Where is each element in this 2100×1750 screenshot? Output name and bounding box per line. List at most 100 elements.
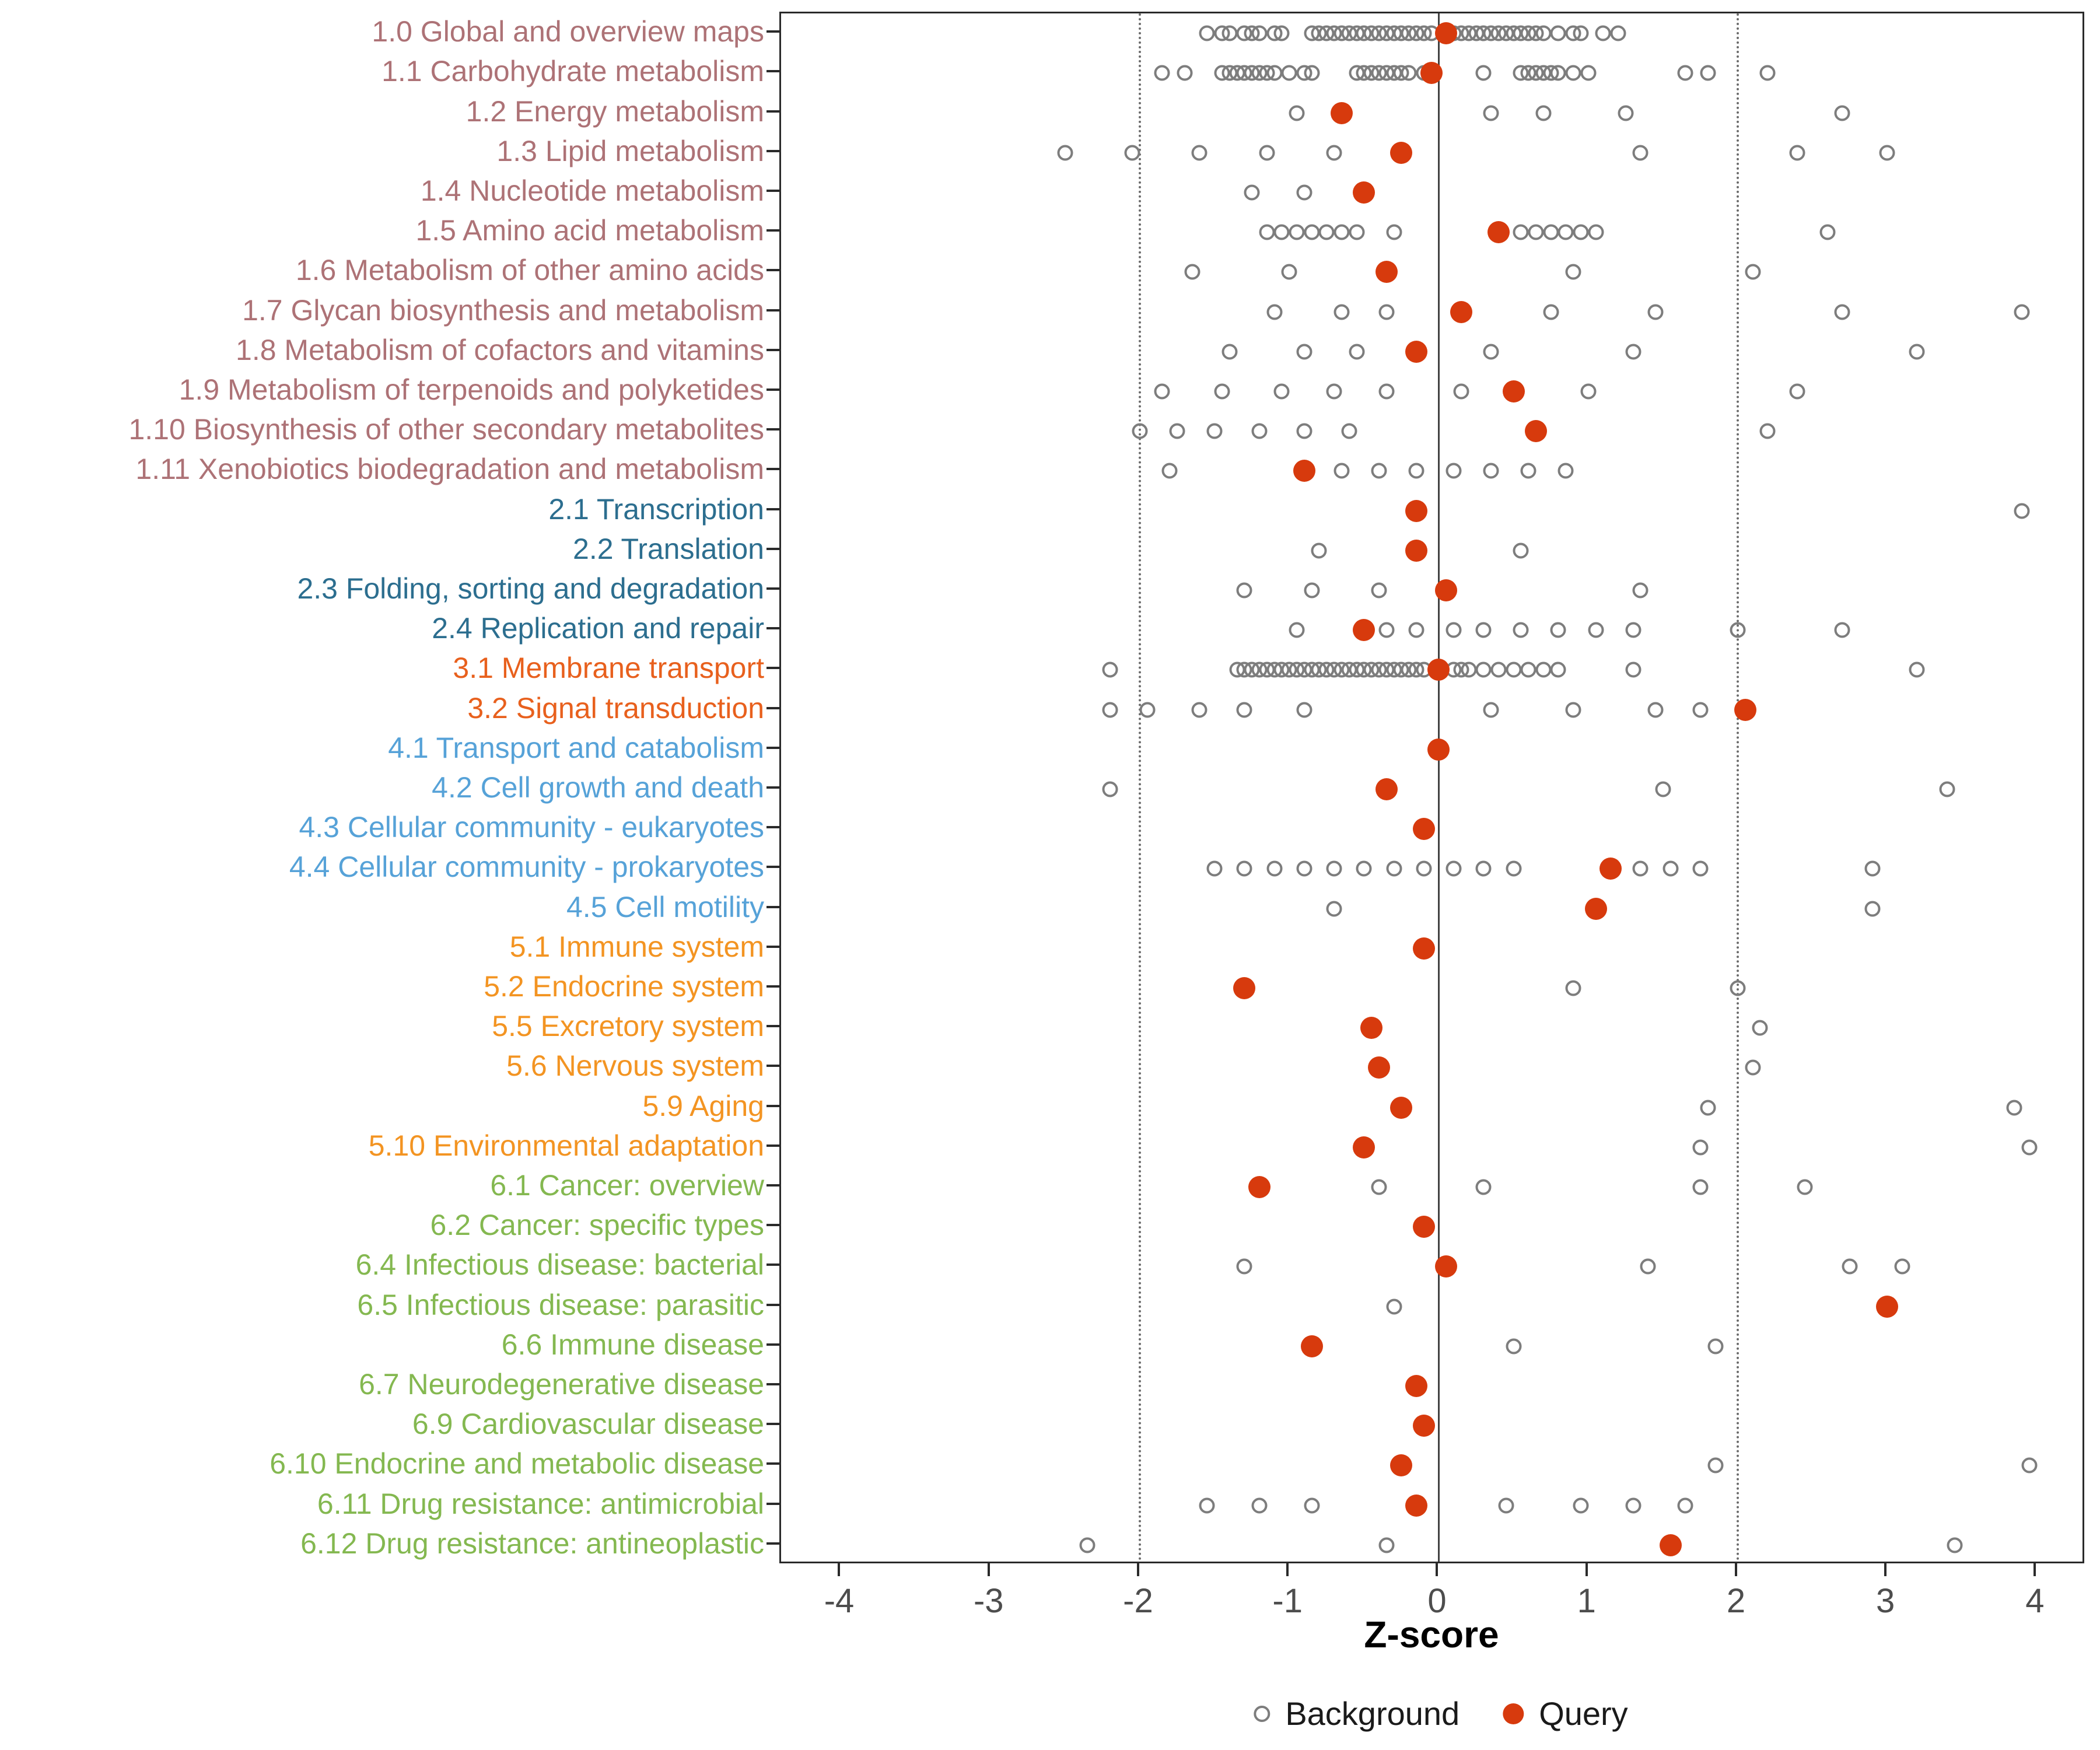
query-point	[1248, 1176, 1270, 1199]
query-point	[1435, 22, 1458, 45]
category-label: 1.0 Global and overview maps	[372, 15, 764, 48]
y-axis-tick	[766, 1423, 779, 1426]
query-point	[1390, 1096, 1413, 1119]
background-point	[1199, 25, 1215, 41]
background-point	[1349, 344, 1365, 360]
y-axis-tick	[766, 1502, 779, 1505]
reference-line-dotted	[1138, 13, 1141, 1562]
background-point	[1618, 105, 1634, 121]
query-point	[1435, 579, 1458, 601]
y-axis-tick	[766, 1462, 779, 1465]
y-axis-tick	[766, 706, 779, 709]
query-point	[1435, 1255, 1458, 1278]
background-point	[1244, 184, 1260, 201]
x-axis-tick-label: -3	[973, 1582, 1004, 1620]
background-point	[1378, 622, 1395, 638]
background-point	[1543, 224, 1559, 240]
background-point	[1139, 702, 1156, 718]
category-label: 1.10 Biosynthesis of other secondary met…	[128, 413, 764, 446]
background-point	[1909, 662, 1925, 678]
x-axis-tick-label: 1	[1577, 1582, 1596, 1620]
y-axis-tick	[766, 110, 779, 113]
background-point	[1259, 224, 1275, 240]
background-point	[1580, 383, 1597, 400]
query-point	[1300, 1335, 1323, 1357]
background-point	[1236, 702, 1252, 718]
background-point	[1625, 344, 1642, 360]
category-label: 1.1 Carbohydrate metabolism	[382, 55, 764, 88]
x-axis-tick-label: -1	[1272, 1582, 1303, 1620]
background-point	[1610, 25, 1626, 41]
y-axis-tick	[766, 269, 779, 272]
query-point	[1390, 141, 1413, 164]
background-point	[1371, 582, 1387, 598]
background-point	[1759, 423, 1776, 439]
background-point	[1535, 662, 1552, 678]
query-point	[1427, 738, 1450, 761]
background-point	[2021, 1457, 2038, 1474]
query-point	[1405, 1375, 1428, 1398]
category-label: 1.5 Amino acid metabolism	[415, 214, 764, 247]
background-point	[1177, 65, 1193, 81]
x-axis-tick	[1436, 1563, 1438, 1576]
background-point	[1281, 264, 1297, 280]
background-point	[1759, 65, 1776, 81]
query-point	[1405, 340, 1428, 363]
background-point	[1632, 582, 1648, 598]
background-point	[1879, 145, 1895, 161]
background-point	[1730, 622, 1746, 638]
x-axis-tick	[1884, 1563, 1887, 1576]
background-point	[1378, 1537, 1395, 1553]
query-point	[1233, 977, 1256, 1000]
x-axis-tick-label: 4	[2025, 1582, 2045, 1620]
background-point	[1296, 860, 1312, 877]
background-point	[1289, 105, 1305, 121]
y-axis-tick	[766, 826, 779, 829]
category-label: 5.6 Nervous system	[506, 1049, 764, 1083]
background-point	[1102, 662, 1118, 678]
y-axis-tick	[766, 1184, 779, 1187]
background-point	[1236, 1258, 1252, 1275]
background-point	[2021, 1139, 2038, 1156]
background-point	[1662, 860, 1679, 877]
category-label: 4.1 Transport and catabolism	[388, 731, 764, 764]
background-point	[1632, 860, 1648, 877]
background-point	[1543, 304, 1559, 320]
y-axis-tick	[766, 746, 779, 749]
background-point	[1273, 25, 1290, 41]
background-point	[1453, 383, 1469, 400]
background-point	[1296, 184, 1312, 201]
background-point	[1356, 860, 1372, 877]
background-point	[1842, 1258, 1858, 1275]
background-point	[1408, 622, 1424, 638]
background-point	[1371, 463, 1387, 479]
background-point	[1259, 145, 1275, 161]
y-axis-tick	[766, 70, 779, 73]
background-point	[1281, 65, 1297, 81]
background-point	[1483, 105, 1499, 121]
background-point	[1565, 264, 1581, 280]
background-point	[1475, 1179, 1492, 1195]
background-point	[1266, 304, 1283, 320]
category-label: 3.2 Signal transduction	[467, 691, 764, 724]
background-point	[1416, 860, 1432, 877]
query-point	[1405, 1494, 1428, 1517]
background-point	[1169, 423, 1185, 439]
y-axis-tick	[766, 905, 779, 908]
background-point	[1520, 463, 1536, 479]
category-label: 2.3 Folding, sorting and degradation	[297, 572, 764, 605]
background-point	[1692, 860, 1709, 877]
background-point	[1132, 423, 1148, 439]
legend: Background Query	[1254, 1695, 1628, 1732]
background-point	[1251, 423, 1268, 439]
background-point	[1214, 383, 1230, 400]
background-point	[1326, 383, 1342, 400]
background-point	[1655, 781, 1671, 797]
background-point	[1154, 65, 1170, 81]
background-point	[1647, 702, 1664, 718]
category-label: 6.6 Immune disease	[501, 1328, 764, 1361]
category-label: 6.9 Cardiovascular disease	[412, 1408, 764, 1441]
legend-label-query: Query	[1539, 1695, 1628, 1732]
background-point	[1184, 264, 1200, 280]
background-point	[1341, 423, 1357, 439]
